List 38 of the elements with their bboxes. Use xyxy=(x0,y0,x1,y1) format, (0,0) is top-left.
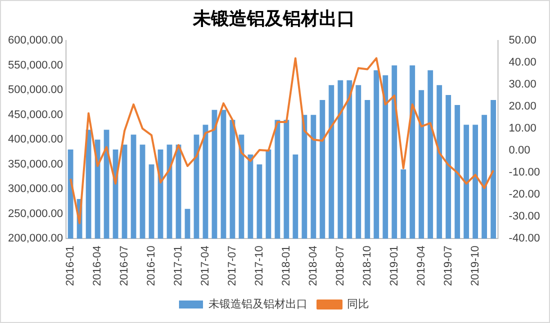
y2-tick-label: 0.00 xyxy=(508,144,530,157)
y-tick-label: 200,000.00 xyxy=(8,232,64,245)
y-tick-label: 250,000.00 xyxy=(8,208,64,220)
x-tick-label: 2018-04 xyxy=(307,246,320,286)
x-tick-label: 2016-07 xyxy=(118,246,131,286)
y-tick-label: 600,000.00 xyxy=(8,34,64,47)
x-tick-label: 2019-10 xyxy=(469,246,482,286)
y-tick-label: 300,000.00 xyxy=(8,183,64,196)
x-tick-label: 2018-01 xyxy=(280,246,292,286)
x-tick-label: 2017-01 xyxy=(172,246,185,286)
x-tick-label: 2017-07 xyxy=(226,246,238,286)
x-tick-label: 2018-10 xyxy=(361,246,374,286)
y-tick-label: 550,000.00 xyxy=(8,59,64,72)
y2-tick-label: 40.00 xyxy=(508,56,536,69)
y-tick-label: 450,000.00 xyxy=(8,108,64,121)
y2-tick-label: -40.00 xyxy=(508,232,540,245)
y2-tick-label: 50.00 xyxy=(508,34,536,47)
x-tick-label: 2016-10 xyxy=(146,246,158,286)
x-tick-label: 2016-01 xyxy=(64,246,77,286)
legend-label: 同比 xyxy=(347,297,369,310)
y-tick-label: 500,000.00 xyxy=(8,84,64,96)
legend-label: 未锻造铝及铝材出口 xyxy=(208,297,308,310)
y2-tick-label: 20.00 xyxy=(508,100,536,113)
y2-tick-label: -30.00 xyxy=(508,210,540,223)
x-tick-label: 2018-07 xyxy=(334,246,346,286)
y-tick-label: 350,000.00 xyxy=(8,158,64,170)
chart-title: 未锻造铝及铝材出口 xyxy=(192,8,355,30)
y2-tick-label: 10.00 xyxy=(508,122,536,135)
y2-tick-label: -10.00 xyxy=(508,166,540,179)
x-tick-label: 2017-10 xyxy=(253,246,266,286)
x-tick-label: 2019-04 xyxy=(415,246,428,286)
y-tick-label: 400,000.00 xyxy=(8,134,64,146)
x-tick-label: 2019-01 xyxy=(388,246,400,286)
x-tick-label: 2017-04 xyxy=(200,246,212,286)
y2-tick-label: -20.00 xyxy=(508,188,540,201)
x-tick-label: 2019-07 xyxy=(442,246,454,286)
y2-tick-label: 30.00 xyxy=(508,78,536,91)
x-tick-label: 2016-04 xyxy=(92,246,104,286)
